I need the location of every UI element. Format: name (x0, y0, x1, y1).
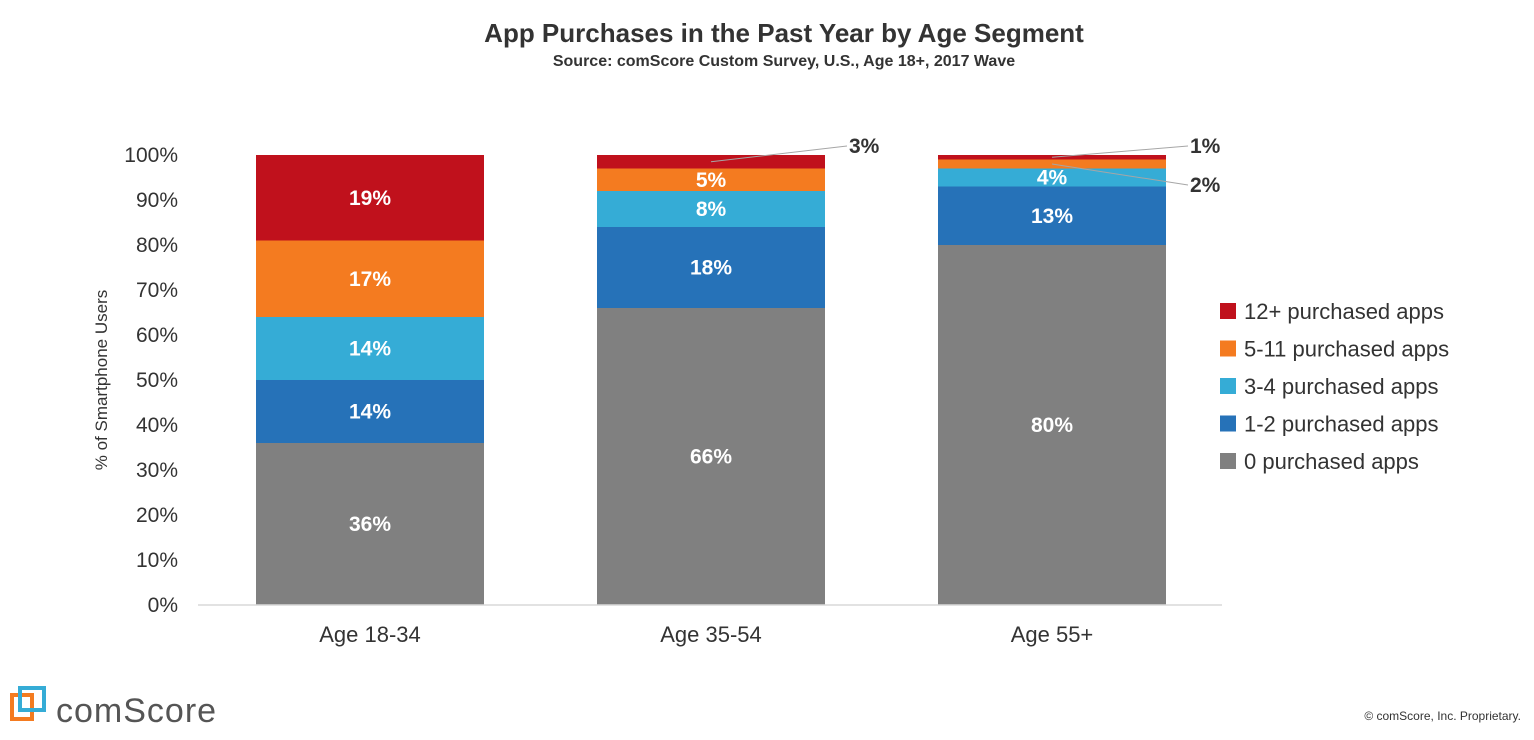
y-tick-label: 90% (136, 189, 178, 212)
y-tick-label: 100% (124, 144, 178, 167)
chart-subtitle: Source: comScore Custom Survey, U.S., Ag… (553, 53, 1015, 70)
y-tick-label: 80% (136, 234, 178, 257)
y-axis-label: % of Smartphone Users (92, 290, 111, 470)
y-axis-ticks: 0% 10% 20% 30% 40% 50% 60% 70% 80% 90% 100% (124, 144, 178, 617)
bar-segment (256, 155, 484, 241)
y-tick-label: 70% (136, 279, 178, 302)
legend-label: 1-2 purchased apps (1244, 412, 1438, 437)
data-label: 14% (349, 401, 391, 424)
legend-swatch (1220, 453, 1236, 469)
y-tick-label: 50% (136, 369, 178, 392)
callouts: 3% 2% 1% (710, 135, 1221, 197)
data-label: 36% (349, 513, 391, 536)
y-tick-label: 60% (136, 324, 178, 347)
callout-leader-line (1051, 163, 1189, 186)
chart-title: App Purchases in the Past Year by Age Se… (484, 18, 1084, 48)
data-label: 80% (1031, 414, 1073, 437)
x-category-label: Age 55+ (1011, 622, 1094, 647)
legend-label: 3-4 purchased apps (1244, 374, 1438, 399)
data-label: 13% (1031, 205, 1073, 228)
bar-segment (938, 245, 1166, 605)
legend-swatch (1220, 378, 1236, 394)
y-tick-label: 30% (136, 459, 178, 482)
data-label: 5% (696, 169, 727, 192)
bars: 36% 14% 14% 17% 19% 66% 18% 8% 5% 80% 13% 4% (256, 155, 1166, 605)
callout-label: 2% (1190, 174, 1221, 197)
data-label: 8% (696, 198, 727, 221)
data-label: 19% (349, 187, 391, 210)
bar-segment (256, 240, 484, 317)
x-category-label: Age 18-34 (319, 622, 421, 647)
data-label: 14% (349, 338, 391, 361)
y-tick-label: 0% (148, 594, 178, 617)
callout-leader-line (1051, 145, 1189, 158)
comscore-logo: comScore (10, 686, 217, 730)
legend-swatch (1220, 340, 1236, 357)
bar-segment (597, 227, 825, 308)
bar-segment (597, 308, 825, 605)
data-label: 17% (349, 268, 391, 291)
copyright-text: © comScore, Inc. Proprietary. (1364, 709, 1521, 723)
y-tick-label: 10% (136, 549, 178, 572)
legend: 12+ purchased apps 5-11 purchased apps 3-4… (1220, 299, 1449, 474)
data-label: 18% (690, 257, 732, 280)
x-axis-categories: Age 18-34 Age 35-54 Age 55+ (319, 622, 1093, 647)
legend-label: 12+ purchased apps (1244, 299, 1444, 324)
data-label: 66% (690, 446, 732, 469)
legend-swatch (1220, 415, 1236, 432)
comscore-wordmark: comScore (56, 692, 217, 730)
data-label: 4% (1037, 167, 1068, 190)
bar-segment (256, 380, 484, 443)
callout-label: 1% (1190, 135, 1221, 158)
comscore-logo-mark-icon (10, 686, 46, 721)
y-tick-label: 20% (136, 504, 178, 527)
bar-segment (597, 191, 825, 227)
x-category-label: Age 35-54 (660, 622, 762, 647)
legend-swatch (1220, 303, 1236, 319)
legend-label: 0 purchased apps (1244, 449, 1419, 474)
callout-leader-line (710, 145, 848, 163)
bar-segment (256, 443, 484, 605)
bar-segment (256, 317, 484, 380)
legend-label: 5-11 purchased apps (1244, 337, 1449, 362)
callout-label: 3% (849, 135, 880, 158)
y-tick-label: 40% (136, 414, 178, 437)
bar-segment (938, 186, 1166, 245)
bar-segment (597, 168, 825, 191)
